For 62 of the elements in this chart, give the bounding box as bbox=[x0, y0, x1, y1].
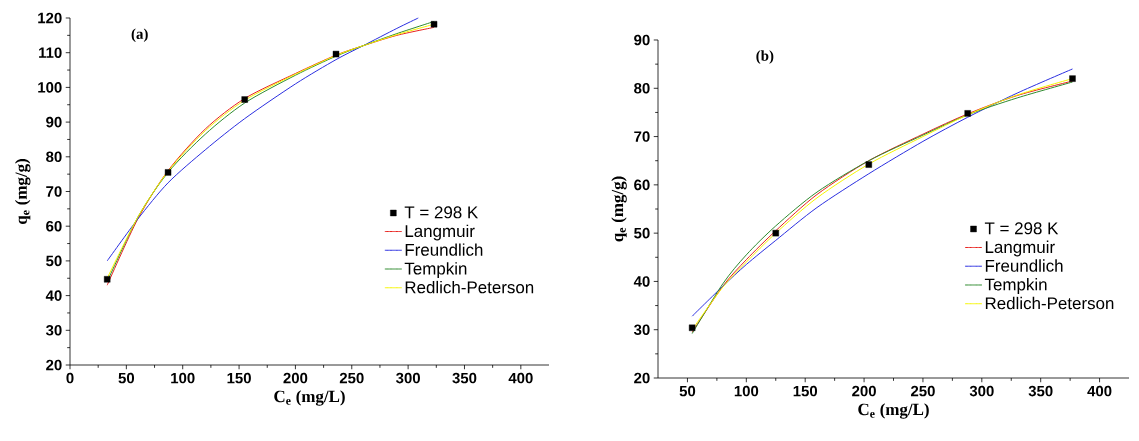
y-tick-label: 120 bbox=[38, 12, 62, 24]
y-tick-label: 20 bbox=[46, 359, 62, 371]
x-tick-label: 350 bbox=[452, 372, 477, 384]
x-tick-label: 200 bbox=[283, 372, 308, 384]
x-tick-label: 250 bbox=[911, 385, 935, 397]
legend-label: Langmuir bbox=[985, 240, 1055, 257]
y-tick-label: 30 bbox=[45, 325, 62, 336]
x-tick-label: 400 bbox=[508, 372, 533, 384]
legend-label: Freundlich bbox=[985, 259, 1063, 272]
point bbox=[964, 110, 971, 117]
x-tick-label: 150 bbox=[793, 385, 818, 397]
legend-label: Langmuir bbox=[405, 224, 475, 241]
legend-label: Tempkin bbox=[404, 262, 467, 278]
point bbox=[688, 324, 696, 331]
x-tick-label: 100 bbox=[171, 372, 195, 384]
point bbox=[865, 161, 872, 168]
x-tick-label: 0 bbox=[66, 372, 74, 384]
legend-label: Tempkin bbox=[984, 278, 1047, 294]
y-tick-label: 100 bbox=[38, 82, 62, 93]
legend-label: T = 298 K bbox=[984, 222, 1059, 235]
y-tick-label: 70 bbox=[46, 186, 62, 197]
y-tick-label: 50 bbox=[634, 227, 650, 239]
y-tick-label: 50 bbox=[46, 255, 62, 267]
x-tick-label: 250 bbox=[339, 372, 364, 384]
y-tick-label: 60 bbox=[46, 220, 62, 232]
x-tick-label: 350 bbox=[1028, 385, 1053, 397]
y-axis-title: q$_{e}$ (mg/g) bbox=[14, 159, 31, 225]
y-tick-label: 70 bbox=[634, 131, 650, 142]
legend-label: Freundlich bbox=[405, 243, 483, 256]
point bbox=[241, 96, 248, 103]
point bbox=[772, 229, 779, 237]
x-tick-label: 300 bbox=[969, 385, 994, 397]
y-tick-label: 20 bbox=[634, 372, 650, 384]
y-tick-label: 90 bbox=[634, 34, 650, 46]
point bbox=[164, 169, 172, 176]
legend-label: Redlich-Peterson bbox=[405, 280, 534, 294]
point bbox=[332, 50, 340, 58]
x-tick-label: 50 bbox=[118, 372, 135, 384]
legend-label: Redlich-Peterson bbox=[985, 296, 1114, 310]
point bbox=[104, 276, 111, 283]
x-tick-label: 200 bbox=[852, 385, 876, 397]
y-tick-label: 80 bbox=[46, 151, 62, 163]
x-tick-label: 50 bbox=[679, 385, 696, 397]
x-axis-title: C$_{e}$ (mg/L) bbox=[858, 403, 929, 419]
y-tick-label: 40 bbox=[45, 290, 62, 301]
x-tick-label: 100 bbox=[734, 385, 759, 397]
x-axis-title: C$_{e}$ (mg/L) bbox=[274, 390, 345, 406]
y-tick-label: 60 bbox=[634, 179, 650, 191]
annotation: (a) bbox=[131, 28, 148, 43]
legend-label: T = 298 K bbox=[404, 206, 479, 219]
x-tick-label: 150 bbox=[227, 372, 251, 384]
annotation: (b) bbox=[756, 50, 774, 64]
y-tick-label: 80 bbox=[634, 82, 650, 94]
y-tick-label: 90 bbox=[46, 116, 62, 128]
y-tick-label: 40 bbox=[633, 276, 650, 287]
x-tick-label: 400 bbox=[1087, 385, 1112, 397]
y-axis-title: q$_{e}$ (mg/g) bbox=[611, 176, 627, 242]
y-tick-label: 30 bbox=[633, 324, 650, 336]
y-tick-label: 110 bbox=[39, 47, 62, 58]
x-tick-label: 300 bbox=[396, 372, 420, 384]
point bbox=[430, 21, 438, 28]
point bbox=[1069, 75, 1076, 82]
